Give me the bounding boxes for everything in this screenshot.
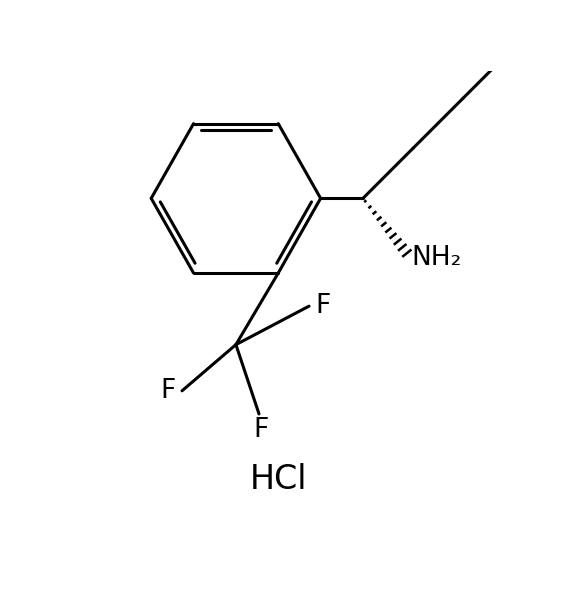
Text: F: F — [315, 293, 331, 319]
Text: F: F — [161, 378, 176, 404]
Text: F: F — [253, 417, 268, 443]
Text: NH₂: NH₂ — [411, 245, 462, 271]
Text: HCl: HCl — [250, 463, 307, 496]
